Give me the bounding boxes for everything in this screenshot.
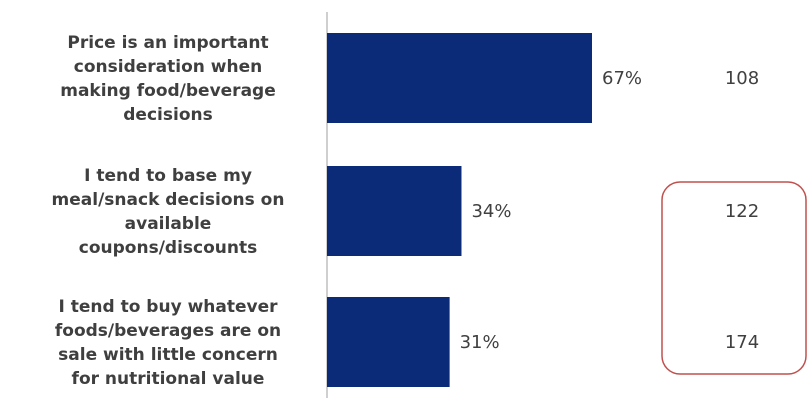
category-label-line: sale with little concern: [58, 345, 278, 365]
value-label: 67%: [602, 68, 642, 89]
category-label-line: I tend to buy whatever: [58, 297, 278, 317]
category-label-line: meal/snack decisions on: [52, 190, 285, 210]
category-label: Price is an important consideration when m…: [60, 33, 276, 125]
category-label-line: available: [125, 214, 212, 234]
value-label: 34%: [471, 201, 511, 222]
index-value: 174: [725, 332, 759, 353]
bar: [327, 166, 462, 256]
value-label: 31%: [460, 332, 500, 353]
bar: [327, 297, 450, 387]
category-label-line: for nutritional value: [72, 369, 265, 389]
bar: [327, 33, 592, 123]
category-label-line: making food/beverage: [60, 81, 276, 101]
category-label-line: consideration when: [74, 57, 262, 77]
chart-marks: 67% 108 Price is an important consideration…: [52, 33, 759, 389]
category-label-line: decisions: [123, 105, 212, 125]
category-label-line: coupons/discounts: [79, 238, 257, 258]
category-label: I tend to buy whatever foods/beverages ar…: [55, 297, 281, 389]
category-label-line: foods/beverages are on: [55, 321, 281, 341]
index-value: 108: [725, 68, 759, 89]
index-value: 122: [725, 201, 759, 222]
highlight-box: [661, 181, 807, 375]
category-label-line: I tend to base my: [84, 166, 252, 186]
category-label-line: Price is an important: [67, 33, 268, 53]
category-label: I tend to base my meal/snack decisions on…: [52, 166, 285, 258]
